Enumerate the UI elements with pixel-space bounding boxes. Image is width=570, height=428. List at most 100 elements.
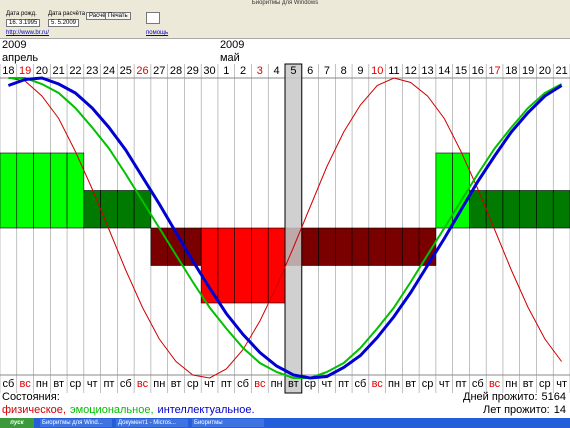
state-bar bbox=[217, 227, 236, 304]
day-label: 21 bbox=[555, 65, 567, 77]
state-bar bbox=[368, 227, 386, 266]
day-label: 18 bbox=[505, 65, 517, 77]
weekday-label: вт bbox=[171, 378, 182, 390]
day-label: 27 bbox=[153, 65, 165, 77]
legend-entry: эмоциональное, bbox=[70, 404, 154, 416]
task-item[interactable]: Документ1 - Micros... bbox=[116, 419, 188, 427]
days-lived: Дней прожито: 5164 bbox=[463, 391, 566, 403]
state-bar bbox=[519, 190, 537, 229]
taskbar: пуск Биоритмы для Wind... Документ1 - Mic… bbox=[0, 418, 570, 428]
day-label: 20 bbox=[539, 65, 551, 77]
weekday-label: ср bbox=[422, 378, 434, 390]
biorhythm-curve bbox=[8, 77, 563, 379]
legend-entry: физическое, bbox=[2, 404, 66, 416]
weekday-label: вс bbox=[372, 378, 384, 390]
day-label: 1 bbox=[223, 65, 229, 77]
day-label: 3 bbox=[257, 65, 263, 77]
weekday-label: пн bbox=[36, 378, 48, 390]
weekday-label: сб bbox=[237, 378, 249, 390]
state-bar bbox=[318, 227, 336, 266]
state-bar bbox=[251, 227, 269, 304]
day-label: 18 bbox=[2, 65, 14, 77]
chart: 2009апрель2009май18сб19вс20пн21вт22ср23ч… bbox=[0, 39, 570, 416]
day-label: 23 bbox=[86, 65, 98, 77]
task-item[interactable]: Биоритмы bbox=[192, 419, 264, 427]
day-label: 4 bbox=[274, 65, 280, 77]
year-label: 2009 bbox=[2, 39, 26, 51]
day-label: 19 bbox=[19, 65, 31, 77]
weekday-label: пн bbox=[271, 378, 283, 390]
weekday-label: сб bbox=[120, 378, 132, 390]
link[interactable]: http://www.br.ru/ bbox=[6, 30, 50, 36]
state-bar bbox=[301, 227, 319, 266]
year-label: 2009 bbox=[220, 39, 244, 51]
day-label: 20 bbox=[36, 65, 48, 77]
day-label: 21 bbox=[53, 65, 65, 77]
day-label: 16 bbox=[472, 65, 484, 77]
weekday-label: пт bbox=[221, 378, 232, 390]
day-label: 19 bbox=[522, 65, 534, 77]
days-label: Дней прожито: bbox=[463, 391, 538, 403]
state-bar bbox=[16, 152, 34, 229]
state-bar bbox=[234, 227, 252, 304]
day-label: 2 bbox=[240, 65, 246, 77]
day-label: 12 bbox=[405, 65, 417, 77]
weekday-label: чт bbox=[322, 378, 333, 390]
selected-day bbox=[284, 63, 303, 394]
weekday-label: пт bbox=[103, 378, 114, 390]
state-bar bbox=[133, 190, 152, 229]
legend: физическое, эмоциональное, интеллектуально… bbox=[2, 404, 255, 416]
years-label: Лет прожито: bbox=[483, 404, 550, 416]
state-bar bbox=[83, 190, 101, 229]
help-link[interactable]: помощь bbox=[146, 30, 169, 36]
birth-label: Дата рожд. bbox=[6, 11, 37, 17]
weekday-label: пт bbox=[338, 378, 349, 390]
day-label: 8 bbox=[341, 65, 347, 77]
calc-date[interactable]: 5. 5.2009 bbox=[48, 19, 80, 27]
state-bar bbox=[100, 190, 118, 229]
weekday-label: вс bbox=[489, 378, 501, 390]
weekday-label: пт bbox=[456, 378, 467, 390]
day-label: 29 bbox=[187, 65, 199, 77]
day-label: 28 bbox=[170, 65, 182, 77]
weekday-label: вт bbox=[53, 378, 64, 390]
weekday-label: чт bbox=[439, 378, 450, 390]
state-bar bbox=[33, 152, 51, 229]
weekday-label: вт bbox=[288, 378, 299, 390]
weekday-label: сб bbox=[472, 378, 484, 390]
weekday-label: сб bbox=[2, 378, 14, 390]
start-button[interactable]: пуск bbox=[0, 418, 34, 428]
weekday-label: чт bbox=[87, 378, 98, 390]
state-bar bbox=[267, 227, 286, 304]
day-label: 6 bbox=[307, 65, 313, 77]
status-label: Состояния: bbox=[2, 391, 60, 403]
biorhythm-curve bbox=[8, 77, 563, 379]
state-bar bbox=[351, 227, 370, 266]
state-bar bbox=[536, 190, 554, 229]
state-bar bbox=[552, 190, 570, 229]
print-button[interactable]: Печать bbox=[105, 12, 131, 20]
state-bar bbox=[334, 227, 353, 266]
day-label: 15 bbox=[455, 65, 467, 77]
weekday-label: вс bbox=[254, 378, 266, 390]
day-label: 22 bbox=[69, 65, 81, 77]
weekday-label: сб bbox=[355, 378, 367, 390]
birth-date[interactable]: 16. 3.1995 bbox=[6, 19, 41, 27]
state-bar bbox=[469, 190, 487, 229]
weekday-label: ср bbox=[187, 378, 199, 390]
state-bar bbox=[385, 227, 403, 266]
weekday-label: вт bbox=[523, 378, 534, 390]
day-label: 24 bbox=[103, 65, 115, 77]
state-bar bbox=[49, 152, 68, 229]
day-label: 25 bbox=[120, 65, 132, 77]
weekday-label: чт bbox=[556, 378, 567, 390]
month-label: май bbox=[220, 52, 240, 64]
day-label: 13 bbox=[421, 65, 433, 77]
weekday-label: пн bbox=[505, 378, 517, 390]
weekday-label: пн bbox=[388, 378, 400, 390]
icon[interactable] bbox=[146, 12, 160, 24]
window-title: Биоритмы для Windows bbox=[251, 0, 319, 6]
day-label: 30 bbox=[203, 65, 215, 77]
task-item[interactable]: Биоритмы для Wind... bbox=[40, 419, 112, 427]
